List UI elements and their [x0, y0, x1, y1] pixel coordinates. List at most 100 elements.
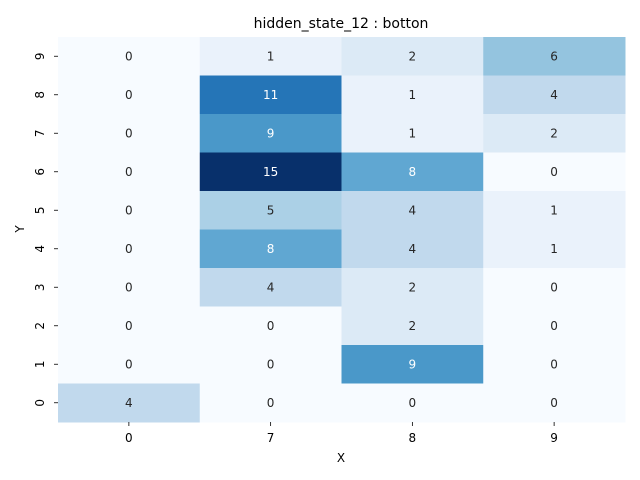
cell-value-label: 0 [550, 357, 558, 371]
y-axis-ticks: 9 8 7 6 5 4 3 2 1 0 [33, 52, 58, 407]
heatmap-cell [341, 345, 484, 384]
heatmap-cell [199, 229, 342, 269]
x-axis-ticks: 0 7 8 9 [125, 422, 558, 445]
cell-value-label: 11 [263, 88, 278, 102]
heatmap-cell [483, 345, 626, 384]
heatmap-cell [341, 37, 484, 76]
y-tick-label: 0 [33, 399, 47, 407]
heatmap-cell [58, 152, 201, 192]
heatmap-cell [483, 268, 626, 307]
heatmap-cell [58, 191, 201, 230]
heatmap-cell [199, 37, 342, 76]
heatmap-cell [199, 345, 342, 384]
heatmap-cell [199, 191, 342, 230]
cell-value-label: 0 [125, 319, 133, 333]
cell-value-label: 8 [409, 165, 417, 179]
y-tick-label: 5 [33, 206, 47, 214]
cell-value-label: 15 [263, 165, 278, 179]
heatmap-cell [341, 229, 484, 269]
cell-value-label: 2 [409, 319, 417, 333]
cell-value-label: 8 [267, 242, 275, 256]
heatmap-cell [341, 191, 484, 230]
heatmap-cell [58, 75, 201, 115]
x-tick-label: 7 [267, 431, 275, 445]
heatmap-cell [199, 152, 342, 192]
heatmap-cells: 0 1 2 60 11 1 40 9 1 20 15 8 00 5 4 10 8 4 10 4 2 00 0 2 00 0 9 04 0… [58, 37, 626, 423]
cell-value-label: 4 [409, 242, 417, 256]
cell-value-label: 4 [550, 88, 558, 102]
cell-value-label: 0 [267, 319, 275, 333]
heatmap-cell [483, 191, 626, 230]
cell-value-label: 1 [409, 88, 417, 102]
heatmap-cell [341, 75, 484, 115]
cell-value-label: 0 [125, 165, 133, 179]
cell-value-label: 9 [409, 357, 417, 371]
cell-value-label: 4 [125, 396, 133, 410]
cell-value-label: 1 [267, 49, 275, 63]
cell-value-label: 0 [409, 396, 417, 410]
cell-value-label: 0 [550, 280, 558, 294]
cell-value-label: 0 [125, 242, 133, 256]
cell-value-label: 0 [125, 203, 133, 217]
y-tick-label: 4 [33, 245, 47, 253]
cell-value-label: 0 [550, 396, 558, 410]
heatmap-cell [199, 268, 342, 307]
heatmap-cell [483, 306, 626, 346]
x-axis-label: X [337, 451, 345, 465]
cell-value-label: 4 [409, 203, 417, 217]
y-tick-label: 1 [33, 360, 47, 368]
cell-value-label: 0 [125, 88, 133, 102]
cell-value-label: 1 [550, 242, 558, 256]
heatmap-cell [341, 306, 484, 346]
y-tick-label: 6 [33, 168, 47, 176]
cell-value-label: 0 [125, 280, 133, 294]
heatmap-cell [483, 383, 626, 423]
heatmap-cell [341, 383, 484, 423]
heatmap-cell [483, 152, 626, 192]
cell-value-label: 1 [550, 203, 558, 217]
chart-title: hidden_state_12 : botton [254, 16, 429, 32]
cell-value-label: 0 [125, 49, 133, 63]
heatmap-cell [341, 114, 484, 153]
heatmap-cell [58, 114, 201, 153]
heatmap-cell [58, 383, 201, 423]
heatmap-cell [199, 383, 342, 423]
cell-value-label: 0 [267, 396, 275, 410]
y-tick-label: 8 [33, 91, 47, 99]
cell-value-label: 0 [267, 357, 275, 371]
y-axis-label: Y [13, 225, 27, 234]
x-tick-label: 8 [409, 431, 417, 445]
heatmap-cell [483, 114, 626, 153]
cell-value-label: 1 [409, 126, 417, 140]
cell-value-label: 0 [550, 165, 558, 179]
heatmap-cell [199, 75, 342, 115]
cell-value-label: 0 [125, 357, 133, 371]
heatmap-cell [341, 152, 484, 192]
y-tick-label: 3 [33, 283, 47, 291]
heatmap-cell [58, 37, 201, 76]
cell-value-label: 5 [267, 203, 275, 217]
heatmap-cell [58, 345, 201, 384]
heatmap-cell [58, 229, 201, 269]
x-tick-label: 9 [550, 431, 558, 445]
cell-value-label: 2 [409, 280, 417, 294]
heatmap-cell [199, 306, 342, 346]
y-tick-label: 7 [33, 129, 47, 137]
heatmap-cell [199, 114, 342, 153]
heatmap-cell [58, 306, 201, 346]
heatmap-cell [483, 37, 626, 76]
cell-value-label: 4 [267, 280, 275, 294]
y-tick-label: 9 [33, 52, 47, 60]
cell-value-label: 9 [267, 126, 275, 140]
cell-value-label: 6 [550, 49, 558, 63]
cell-value-label: 0 [125, 126, 133, 140]
cell-value-label: 0 [550, 319, 558, 333]
heatmap-cell [483, 229, 626, 269]
heatmap-cell [58, 268, 201, 307]
heatmap-cell [341, 268, 484, 307]
y-tick-label: 2 [33, 322, 47, 330]
cell-value-label: 2 [550, 126, 558, 140]
heatmap-cell [483, 75, 626, 115]
cell-value-label: 2 [409, 49, 417, 63]
